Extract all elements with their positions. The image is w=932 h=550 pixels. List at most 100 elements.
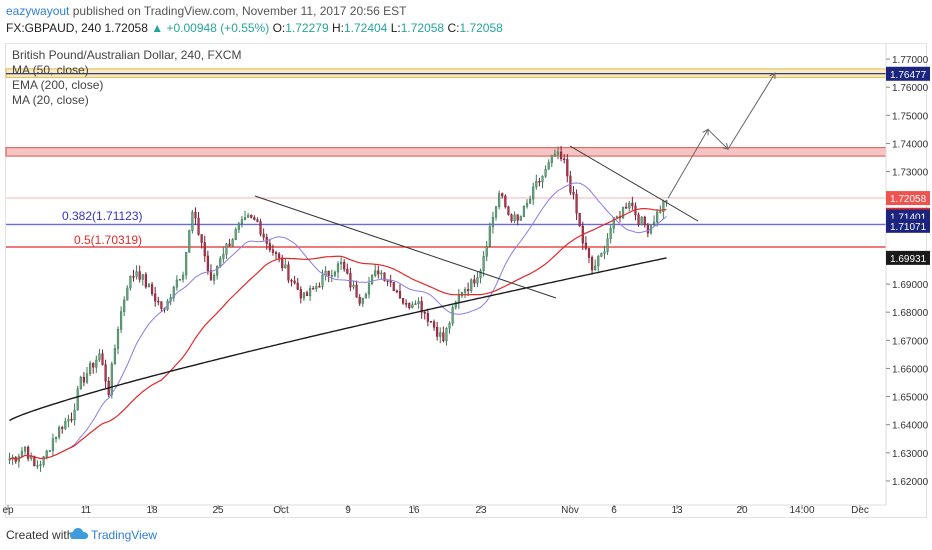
candle-body — [138, 271, 141, 280]
price-chart[interactable]: 1.62000 1.63000 1.64000 1.65000 1.66000 1.670… — [0, 0, 932, 520]
candle-body — [423, 311, 426, 314]
candle-body — [556, 151, 560, 155]
close-value: 1.72058 — [459, 21, 503, 35]
candle-body — [191, 211, 194, 231]
candle-body — [296, 282, 299, 290]
candle-body — [578, 212, 581, 227]
candle-body — [473, 279, 476, 284]
candle-body — [386, 280, 389, 282]
change-value: +0.00948 (+0.55%) — [166, 21, 270, 35]
low-label: L: — [390, 21, 401, 35]
candle-body — [144, 274, 147, 288]
candle-body — [212, 274, 216, 281]
candle-body — [36, 465, 39, 467]
x-tick-label: Dec — [851, 505, 869, 516]
candle-body — [203, 242, 206, 257]
candle-body — [209, 270, 213, 281]
tradingview-cloud-icon — [70, 527, 88, 544]
candle-body — [237, 223, 240, 230]
candle-body — [575, 194, 578, 214]
candle-body — [39, 464, 42, 466]
candle-body — [544, 169, 547, 177]
candle-body — [436, 326, 439, 337]
projection-path[interactable] — [667, 72, 776, 199]
candle-body — [206, 255, 209, 271]
projection-arrow-2 — [722, 143, 729, 150]
candle-body — [513, 214, 516, 222]
candle-body — [123, 299, 126, 312]
candle-body — [370, 275, 374, 284]
candle-body — [79, 376, 82, 390]
candle-body — [522, 206, 526, 217]
y-tick-label: 1.68000 — [892, 308, 929, 319]
candle-body — [392, 282, 395, 292]
candle-body — [188, 230, 191, 253]
candle-body — [225, 243, 228, 255]
fib-382-label: 0.382(1.71123) — [62, 209, 143, 223]
candle-body — [82, 376, 86, 383]
candle-body — [439, 332, 442, 337]
candle-body — [398, 291, 402, 299]
ohlc-line: FX:GBPAUD, 240 1.72058 ▲ +0.00948 (+0.55… — [6, 21, 503, 35]
candle-body — [380, 272, 383, 275]
candle-body — [147, 284, 151, 288]
legend-ema200[interactable]: EMA (200, close) — [12, 78, 104, 92]
candle-body — [355, 284, 358, 298]
candle-body — [197, 217, 200, 235]
candle-body — [498, 193, 501, 207]
candle-body — [312, 288, 315, 290]
x-tick-label: 16 — [408, 505, 420, 516]
candle-body — [58, 427, 61, 438]
candle-body — [250, 215, 253, 218]
candle-body — [587, 248, 591, 258]
chart-frame[interactable] — [5, 43, 927, 518]
y-tick-label: 1.76000 — [892, 83, 929, 94]
candle-body — [479, 270, 482, 278]
candle-body — [302, 292, 306, 299]
candle-body — [175, 279, 178, 288]
candle-body — [550, 155, 553, 163]
high-label: H: — [331, 21, 344, 35]
candle-body — [268, 243, 271, 251]
candle-body — [76, 388, 79, 411]
ema200-line — [9, 257, 667, 422]
y-tick-label: 1.65000 — [892, 393, 929, 404]
candle-body — [383, 272, 386, 281]
candle-body — [615, 216, 618, 218]
candle-body — [494, 206, 498, 218]
candle-body — [646, 224, 649, 234]
resistance-zone — [5, 147, 887, 157]
candle-body — [491, 216, 495, 227]
price-badge-label: 1.71071 — [890, 222, 927, 233]
candle-body — [445, 328, 448, 342]
candle-body — [132, 276, 135, 278]
candle-body — [343, 261, 346, 270]
author-link[interactable]: eazywayout — [6, 4, 70, 18]
candle-body — [606, 238, 609, 252]
candle-body — [625, 206, 628, 209]
candle-body — [271, 249, 275, 253]
candle-body — [482, 256, 485, 271]
candle-body — [395, 290, 398, 293]
trendline-2[interactable] — [569, 145, 699, 222]
price-badge-label: 1.69931 — [890, 254, 927, 265]
y-tick-label: 1.64000 — [892, 421, 929, 432]
candle-body — [358, 296, 361, 304]
candle-body — [640, 216, 643, 226]
candle-body — [600, 253, 603, 257]
candle-body — [510, 214, 513, 222]
candle-body — [67, 418, 70, 422]
open-value: 1.72279 — [285, 21, 329, 35]
ma20-line — [9, 182, 667, 460]
trendline-1[interactable] — [254, 195, 557, 299]
legend-ma50[interactable]: MA (50, close) — [12, 63, 89, 77]
x-tick-label: 13 — [671, 505, 683, 516]
candle-body — [426, 313, 429, 322]
tradingview-brand-link[interactable]: TradingView — [91, 528, 158, 542]
legend-ma20[interactable]: MA (20, close) — [12, 93, 89, 107]
candle-body — [240, 219, 244, 225]
candle-body — [262, 233, 265, 238]
candle-body — [172, 286, 175, 298]
x-tick-label: 20 — [736, 505, 748, 516]
x-tick-label: 18 — [146, 505, 158, 516]
